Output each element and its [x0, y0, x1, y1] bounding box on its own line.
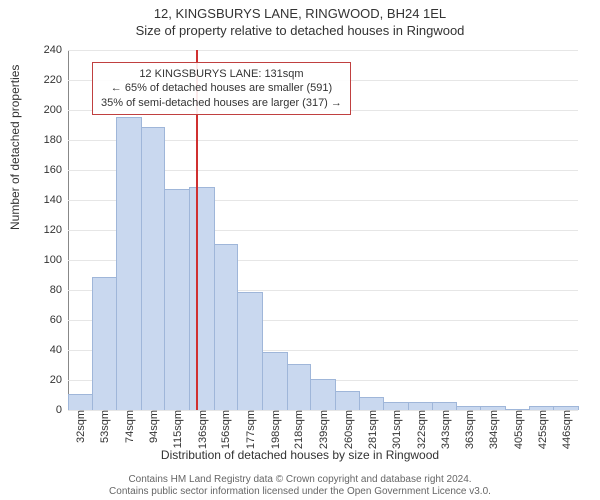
x-tick-label: 177sqm	[243, 410, 257, 449]
chart-subtitle: Size of property relative to detached ho…	[0, 21, 600, 38]
y-tick-label: 200	[44, 104, 68, 116]
footer-line2: Contains public sector information licen…	[0, 486, 600, 498]
x-tick-label: 218sqm	[291, 410, 305, 449]
histogram-bar	[383, 402, 409, 411]
x-tick-label: 94sqm	[146, 410, 160, 443]
histogram-bar	[359, 397, 384, 410]
y-tick-label: 0	[56, 404, 68, 416]
histogram-bar	[214, 244, 239, 410]
x-tick-label: 446sqm	[559, 410, 573, 449]
y-tick-label: 140	[44, 194, 68, 206]
annotation-line3: 35% of semi-detached houses are larger (…	[101, 96, 342, 110]
chart-container: 12, KINGSBURYS LANE, RINGWOOD, BH24 1EL …	[0, 0, 600, 500]
x-tick-label: 115sqm	[170, 410, 184, 448]
histogram-bar	[164, 189, 190, 411]
histogram-bar	[335, 391, 361, 410]
y-tick-label: 100	[44, 254, 68, 266]
histogram-bar	[287, 364, 312, 410]
chart-title: 12, KINGSBURYS LANE, RINGWOOD, BH24 1EL	[0, 0, 600, 21]
y-tick-label: 20	[50, 374, 68, 386]
histogram-bar	[262, 352, 288, 410]
y-tick-label: 240	[44, 44, 68, 56]
histogram-bar	[68, 394, 93, 410]
histogram-bar	[408, 402, 434, 411]
x-tick-label: 425sqm	[535, 410, 549, 449]
footer-text: Contains HM Land Registry data © Crown c…	[0, 474, 600, 498]
y-tick-label: 220	[44, 74, 68, 86]
y-tick-label: 40	[50, 344, 68, 356]
histogram-bar	[237, 292, 263, 410]
x-tick-label: 343sqm	[438, 410, 452, 449]
y-tick-label: 60	[50, 314, 68, 326]
histogram-bar	[189, 187, 215, 410]
x-tick-label: 363sqm	[462, 410, 476, 449]
histogram-bar	[141, 127, 166, 410]
y-tick-label: 180	[44, 134, 68, 146]
annotation-line2: ← 65% of detached houses are smaller (59…	[101, 81, 342, 95]
x-tick-label: 239sqm	[316, 410, 330, 449]
x-tick-label: 136sqm	[195, 410, 209, 449]
y-tick-label: 80	[50, 284, 68, 296]
footer-line1: Contains HM Land Registry data © Crown c…	[0, 474, 600, 486]
x-tick-label: 198sqm	[268, 410, 282, 449]
x-tick-label: 156sqm	[218, 410, 232, 449]
x-tick-label: 53sqm	[97, 410, 111, 443]
x-tick-label: 32sqm	[73, 410, 87, 443]
y-tick-label: 120	[44, 224, 68, 236]
histogram-bar	[310, 379, 336, 410]
annotation-line1: 12 KINGSBURYS LANE: 131sqm	[101, 67, 342, 81]
x-axis-label: Distribution of detached houses by size …	[0, 448, 600, 462]
x-tick-label: 322sqm	[414, 410, 428, 449]
x-tick-label: 74sqm	[122, 410, 136, 443]
y-tick-label: 160	[44, 164, 68, 176]
x-tick-label: 281sqm	[365, 410, 379, 449]
annotation-box: 12 KINGSBURYS LANE: 131sqm ← 65% of deta…	[92, 62, 351, 115]
x-tick-label: 405sqm	[511, 410, 525, 449]
histogram-bar	[92, 277, 118, 410]
x-tick-label: 301sqm	[389, 410, 403, 449]
x-tick-label: 384sqm	[486, 410, 500, 449]
histogram-bar	[116, 117, 142, 411]
gridline	[68, 50, 578, 51]
y-axis-label: Number of detached properties	[8, 65, 22, 230]
histogram-bar	[432, 402, 457, 411]
x-tick-label: 260sqm	[341, 410, 355, 449]
